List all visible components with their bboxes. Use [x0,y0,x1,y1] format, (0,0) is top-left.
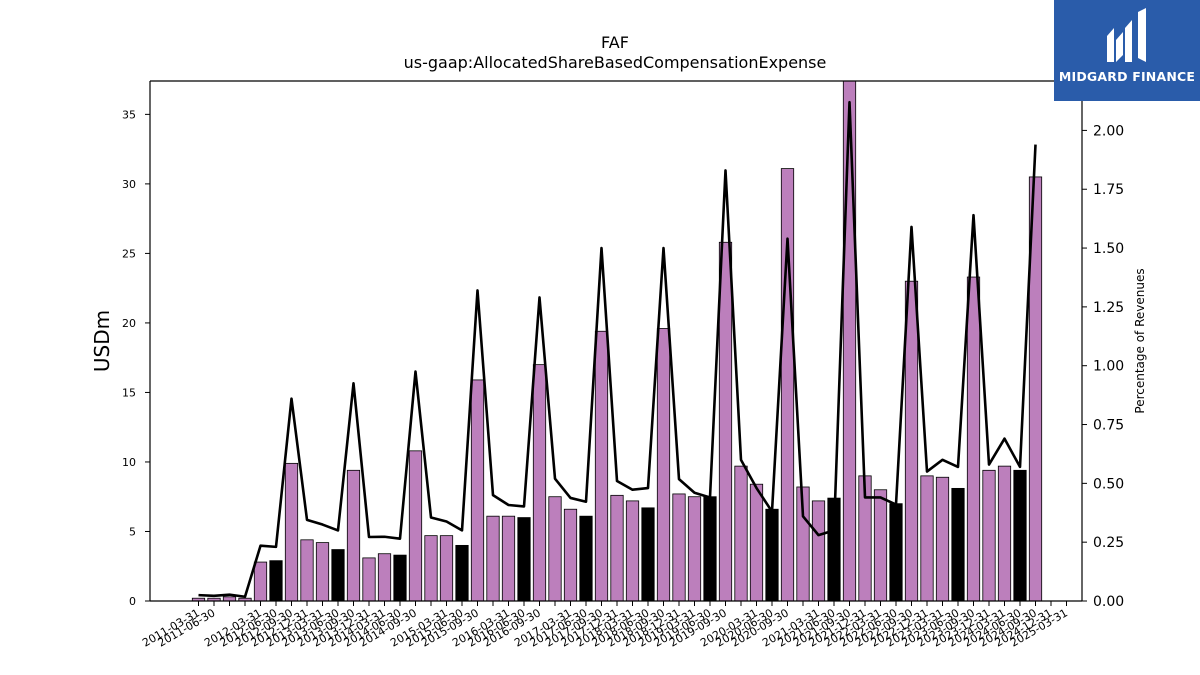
y2-tick-label: 0.50 [1093,476,1124,492]
revenue-percentage-line [198,100,1037,599]
y-tick-label: 0 [129,595,136,608]
bar [734,465,748,602]
bar [811,500,826,602]
bar [284,462,299,602]
bar [687,496,702,602]
bar [594,330,609,602]
bar [920,475,934,602]
bar [765,508,779,602]
y-axis-label: USDm [90,310,114,372]
bar [377,553,392,602]
y-tick-label: 10 [122,456,136,469]
bar [982,469,996,602]
bar [269,560,283,602]
y2-tick-label: 1.00 [1093,359,1124,375]
bar [548,496,562,602]
bar [486,515,500,602]
bar [331,549,345,602]
line-group [198,100,1037,599]
bar [346,469,361,602]
logo-text: MIDGARD FINANCE [1058,69,1196,84]
bar [579,515,593,602]
y2-tick-label: 0.75 [1093,418,1124,434]
y2-tick-label: 0.00 [1093,594,1124,610]
y2-tick-label: 2.00 [1093,123,1124,139]
bar [517,517,531,602]
bar [563,508,578,602]
bar [873,489,888,602]
bar [997,465,1012,602]
bar [889,503,903,602]
bar [951,487,965,602]
bar [424,535,438,602]
bar [641,507,655,602]
bar [842,80,857,602]
y2-tick-label: 1.75 [1093,182,1124,198]
bar [935,476,950,602]
bar [393,554,407,602]
bar [703,496,717,602]
bar [749,483,764,602]
bar [966,276,981,602]
chart-title: FAF [601,33,629,52]
bar [610,494,624,602]
bar [501,515,516,602]
bar [439,535,454,602]
bar [222,596,237,602]
bar [656,328,671,602]
bar [672,493,686,602]
bar [904,280,919,602]
y-tick-label: 30 [122,178,136,191]
bar [470,379,485,602]
y-tick-label: 35 [122,108,136,121]
y-tick-label: 25 [122,247,136,260]
bar [362,557,376,602]
y2-tick-label: 1.50 [1093,241,1124,257]
bar [532,364,547,602]
chart-subtitle: us-gaap:AllocatedShareBasedCompensationE… [404,53,827,72]
bar [455,544,469,602]
y-tick-label: 5 [129,525,136,538]
bar [300,539,314,602]
y-tick-label: 15 [122,386,136,399]
bar [408,450,423,602]
bar [253,561,268,602]
y2-tick-label: 0.25 [1093,535,1124,551]
bar [625,500,640,602]
y2-tick-label: 1.25 [1093,300,1124,316]
bar [780,168,795,602]
logo-mark-icon [1107,8,1146,62]
y2-axis-label: Percentage of Revenues [1133,268,1147,413]
bar [1013,469,1027,602]
midgard-finance-logo: MIDGARD FINANCE [1054,0,1200,101]
y-tick-label: 20 [122,317,136,330]
bar [315,542,330,602]
bar [718,241,733,602]
